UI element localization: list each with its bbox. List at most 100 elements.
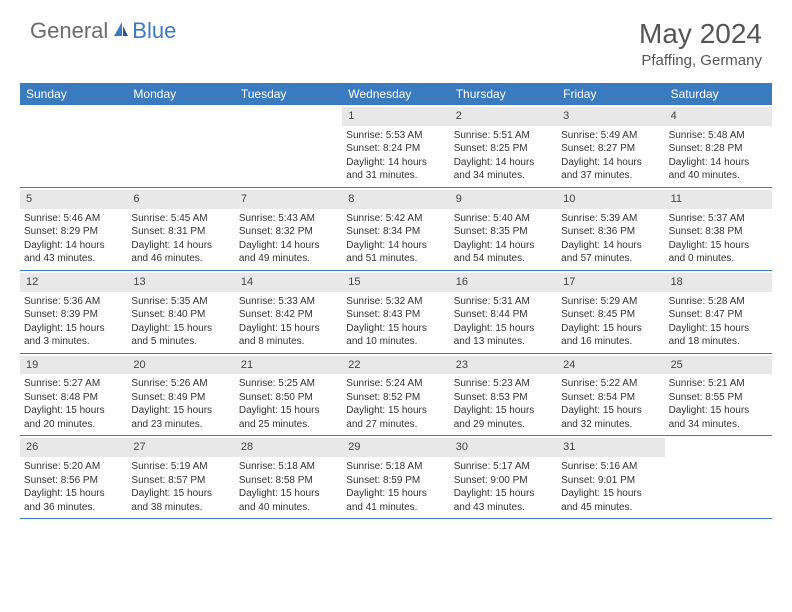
day-number: 29 (342, 438, 449, 457)
calendar-cell: 29Sunrise: 5:18 AMSunset: 8:59 PMDayligh… (342, 436, 449, 518)
calendar-week: 1Sunrise: 5:53 AMSunset: 8:24 PMDaylight… (20, 105, 772, 188)
calendar-cell: 17Sunrise: 5:29 AMSunset: 8:45 PMDayligh… (557, 271, 664, 353)
sunset-text: Sunset: 8:38 PM (669, 225, 768, 239)
sunrise-text: Sunrise: 5:21 AM (669, 377, 768, 391)
day-number: 24 (557, 356, 664, 375)
daylight-text: Daylight: 14 hours and 31 minutes. (346, 156, 445, 183)
day-number: 10 (557, 190, 664, 209)
calendar-cell: 23Sunrise: 5:23 AMSunset: 8:53 PMDayligh… (450, 354, 557, 436)
day-number: 22 (342, 356, 449, 375)
daylight-text: Daylight: 15 hours and 40 minutes. (239, 487, 338, 514)
sunrise-text: Sunrise: 5:40 AM (454, 212, 553, 226)
sunset-text: Sunset: 9:00 PM (454, 474, 553, 488)
sunrise-text: Sunrise: 5:19 AM (131, 460, 230, 474)
calendar-cell: 30Sunrise: 5:17 AMSunset: 9:00 PMDayligh… (450, 436, 557, 518)
daylight-text: Daylight: 15 hours and 23 minutes. (131, 404, 230, 431)
daylight-text: Daylight: 15 hours and 25 minutes. (239, 404, 338, 431)
weekday-header: SundayMondayTuesdayWednesdayThursdayFrid… (20, 83, 772, 105)
daylight-text: Daylight: 14 hours and 40 minutes. (669, 156, 768, 183)
day-number: 16 (450, 273, 557, 292)
sunrise-text: Sunrise: 5:16 AM (561, 460, 660, 474)
weekday-label: Saturday (665, 83, 772, 105)
sunset-text: Sunset: 8:47 PM (669, 308, 768, 322)
day-number: 3 (557, 107, 664, 126)
calendar-cell: 15Sunrise: 5:32 AMSunset: 8:43 PMDayligh… (342, 271, 449, 353)
sunrise-text: Sunrise: 5:29 AM (561, 295, 660, 309)
sunrise-text: Sunrise: 5:20 AM (24, 460, 123, 474)
sunset-text: Sunset: 8:28 PM (669, 142, 768, 156)
sunset-text: Sunset: 8:57 PM (131, 474, 230, 488)
calendar-cell: 9Sunrise: 5:40 AMSunset: 8:35 PMDaylight… (450, 188, 557, 270)
calendar-cell: 12Sunrise: 5:36 AMSunset: 8:39 PMDayligh… (20, 271, 127, 353)
sunset-text: Sunset: 8:43 PM (346, 308, 445, 322)
location-text: Pfaffing, Germany (639, 52, 762, 69)
calendar-week: 12Sunrise: 5:36 AMSunset: 8:39 PMDayligh… (20, 271, 772, 354)
daylight-text: Daylight: 15 hours and 43 minutes. (454, 487, 553, 514)
daylight-text: Daylight: 15 hours and 10 minutes. (346, 322, 445, 349)
daylight-text: Daylight: 14 hours and 51 minutes. (346, 239, 445, 266)
calendar-cell: 21Sunrise: 5:25 AMSunset: 8:50 PMDayligh… (235, 354, 342, 436)
sunset-text: Sunset: 8:44 PM (454, 308, 553, 322)
calendar-cell: 8Sunrise: 5:42 AMSunset: 8:34 PMDaylight… (342, 188, 449, 270)
calendar-cell: 16 Sunrise: 5:31 AMSunset: 8:44 PMDayligh… (450, 271, 557, 353)
day-number: 11 (665, 190, 772, 209)
sunrise-text: Sunrise: 5:33 AM (239, 295, 338, 309)
sunset-text: Sunset: 8:48 PM (24, 391, 123, 405)
sunset-text: Sunset: 8:24 PM (346, 142, 445, 156)
sunrise-text: Sunrise: 5:36 AM (24, 295, 123, 309)
sunrise-text: Sunrise: 5:28 AM (669, 295, 768, 309)
daylight-text: Daylight: 15 hours and 20 minutes. (24, 404, 123, 431)
brand-logo: General Blue (30, 18, 176, 44)
daylight-text: Daylight: 14 hours and 46 minutes. (131, 239, 230, 266)
day-number: 31 (557, 438, 664, 457)
calendar-body: 1Sunrise: 5:53 AMSunset: 8:24 PMDaylight… (20, 105, 772, 519)
calendar-cell: 2Sunrise: 5:51 AMSunset: 8:25 PMDaylight… (450, 105, 557, 187)
daylight-text: Daylight: 15 hours and 41 minutes. (346, 487, 445, 514)
weekday-label: Friday (557, 83, 664, 105)
calendar-cell-empty (235, 105, 342, 187)
sunset-text: Sunset: 8:40 PM (131, 308, 230, 322)
sunset-text: Sunset: 8:39 PM (24, 308, 123, 322)
daylight-text: Daylight: 14 hours and 37 minutes. (561, 156, 660, 183)
day-number: 1 (342, 107, 449, 126)
sunset-text: Sunset: 8:35 PM (454, 225, 553, 239)
sunrise-text: Sunrise: 5:43 AM (239, 212, 338, 226)
daylight-text: Daylight: 14 hours and 49 minutes. (239, 239, 338, 266)
calendar-cell: 26Sunrise: 5:20 AMSunset: 8:56 PMDayligh… (20, 436, 127, 518)
calendar-week: 19Sunrise: 5:27 AMSunset: 8:48 PMDayligh… (20, 354, 772, 437)
day-number: 7 (235, 190, 342, 209)
title-block: May 2024 Pfaffing, Germany (639, 18, 762, 69)
daylight-text: Daylight: 15 hours and 34 minutes. (669, 404, 768, 431)
calendar-cell: 1 Sunrise: 5:53 AMSunset: 8:24 PMDaylight… (342, 105, 449, 187)
calendar-cell-empty (665, 436, 772, 518)
sunrise-text: Sunrise: 5:53 AM (346, 129, 445, 143)
sunset-text: Sunset: 8:45 PM (561, 308, 660, 322)
daylight-text: Daylight: 15 hours and 13 minutes. (454, 322, 553, 349)
sunset-text: Sunset: 8:54 PM (561, 391, 660, 405)
day-number: 9 (450, 190, 557, 209)
sunrise-text: Sunrise: 5:31 AM (454, 295, 553, 309)
sunrise-text: Sunrise: 5:27 AM (24, 377, 123, 391)
daylight-text: Daylight: 15 hours and 45 minutes. (561, 487, 660, 514)
sunrise-text: Sunrise: 5:22 AM (561, 377, 660, 391)
calendar-cell: 13Sunrise: 5:35 AMSunset: 8:40 PMDayligh… (127, 271, 234, 353)
day-number: 27 (127, 438, 234, 457)
brand-part1: General (30, 18, 108, 44)
day-number: 2 (450, 107, 557, 126)
daylight-text: Daylight: 15 hours and 16 minutes. (561, 322, 660, 349)
daylight-text: Daylight: 15 hours and 8 minutes. (239, 322, 338, 349)
calendar-cell: 6Sunrise: 5:45 AMSunset: 8:31 PMDaylight… (127, 188, 234, 270)
weekday-label: Thursday (450, 83, 557, 105)
calendar-cell: 10Sunrise: 5:39 AMSunset: 8:36 PMDayligh… (557, 188, 664, 270)
daylight-text: Daylight: 15 hours and 18 minutes. (669, 322, 768, 349)
sunset-text: Sunset: 8:50 PM (239, 391, 338, 405)
sunset-text: Sunset: 8:52 PM (346, 391, 445, 405)
calendar-cell: 11Sunrise: 5:37 AMSunset: 8:38 PMDayligh… (665, 188, 772, 270)
sunrise-text: Sunrise: 5:45 AM (131, 212, 230, 226)
sunset-text: Sunset: 8:49 PM (131, 391, 230, 405)
calendar-cell: 22Sunrise: 5:24 AMSunset: 8:52 PMDayligh… (342, 354, 449, 436)
sunset-text: Sunset: 8:59 PM (346, 474, 445, 488)
day-number: 30 (450, 438, 557, 457)
day-number: 18 (665, 273, 772, 292)
weekday-label: Tuesday (235, 83, 342, 105)
